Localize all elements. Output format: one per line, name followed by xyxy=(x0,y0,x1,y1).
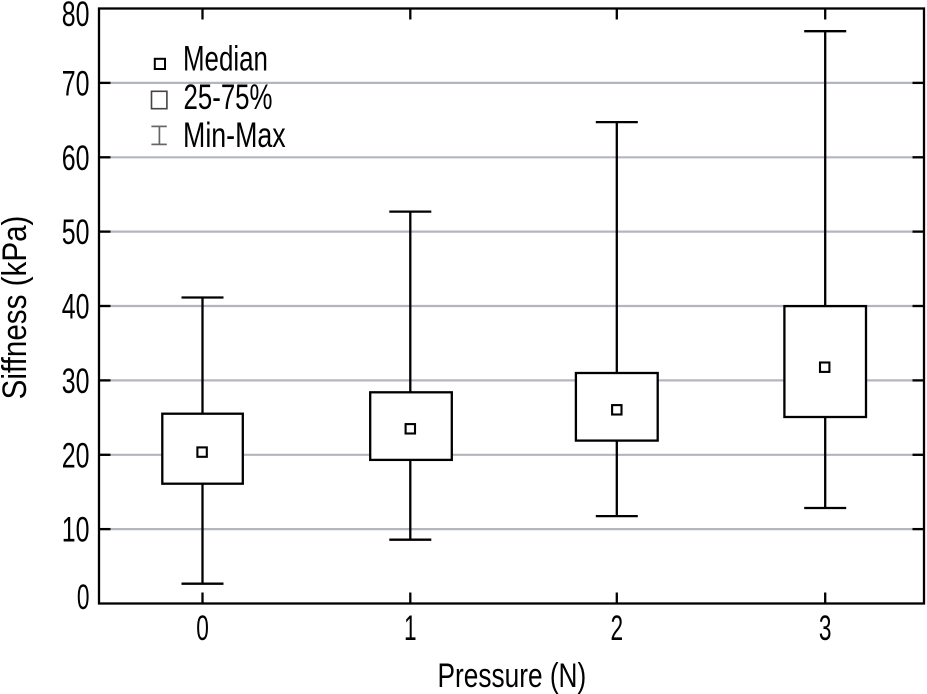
svg-text:Pressure (N): Pressure (N) xyxy=(438,657,587,694)
svg-text:40: 40 xyxy=(62,288,90,327)
svg-text:1: 1 xyxy=(404,609,417,648)
svg-text:20: 20 xyxy=(62,436,90,475)
svg-text:30: 30 xyxy=(62,362,90,401)
svg-text:80: 80 xyxy=(62,0,90,34)
svg-text:3: 3 xyxy=(819,609,832,648)
svg-text:Min-Max: Min-Max xyxy=(183,116,286,155)
svg-text:Siffness (kPa): Siffness (kPa) xyxy=(0,216,34,400)
svg-text:60: 60 xyxy=(62,139,90,178)
svg-text:2: 2 xyxy=(611,609,624,648)
svg-text:25-75%: 25-75% xyxy=(184,78,273,117)
svg-text:0: 0 xyxy=(196,609,209,648)
svg-text:10: 10 xyxy=(62,511,90,550)
svg-text:70: 70 xyxy=(62,64,90,103)
svg-text:50: 50 xyxy=(62,213,90,252)
svg-text:0: 0 xyxy=(77,578,90,617)
svg-text:Median: Median xyxy=(183,40,268,79)
